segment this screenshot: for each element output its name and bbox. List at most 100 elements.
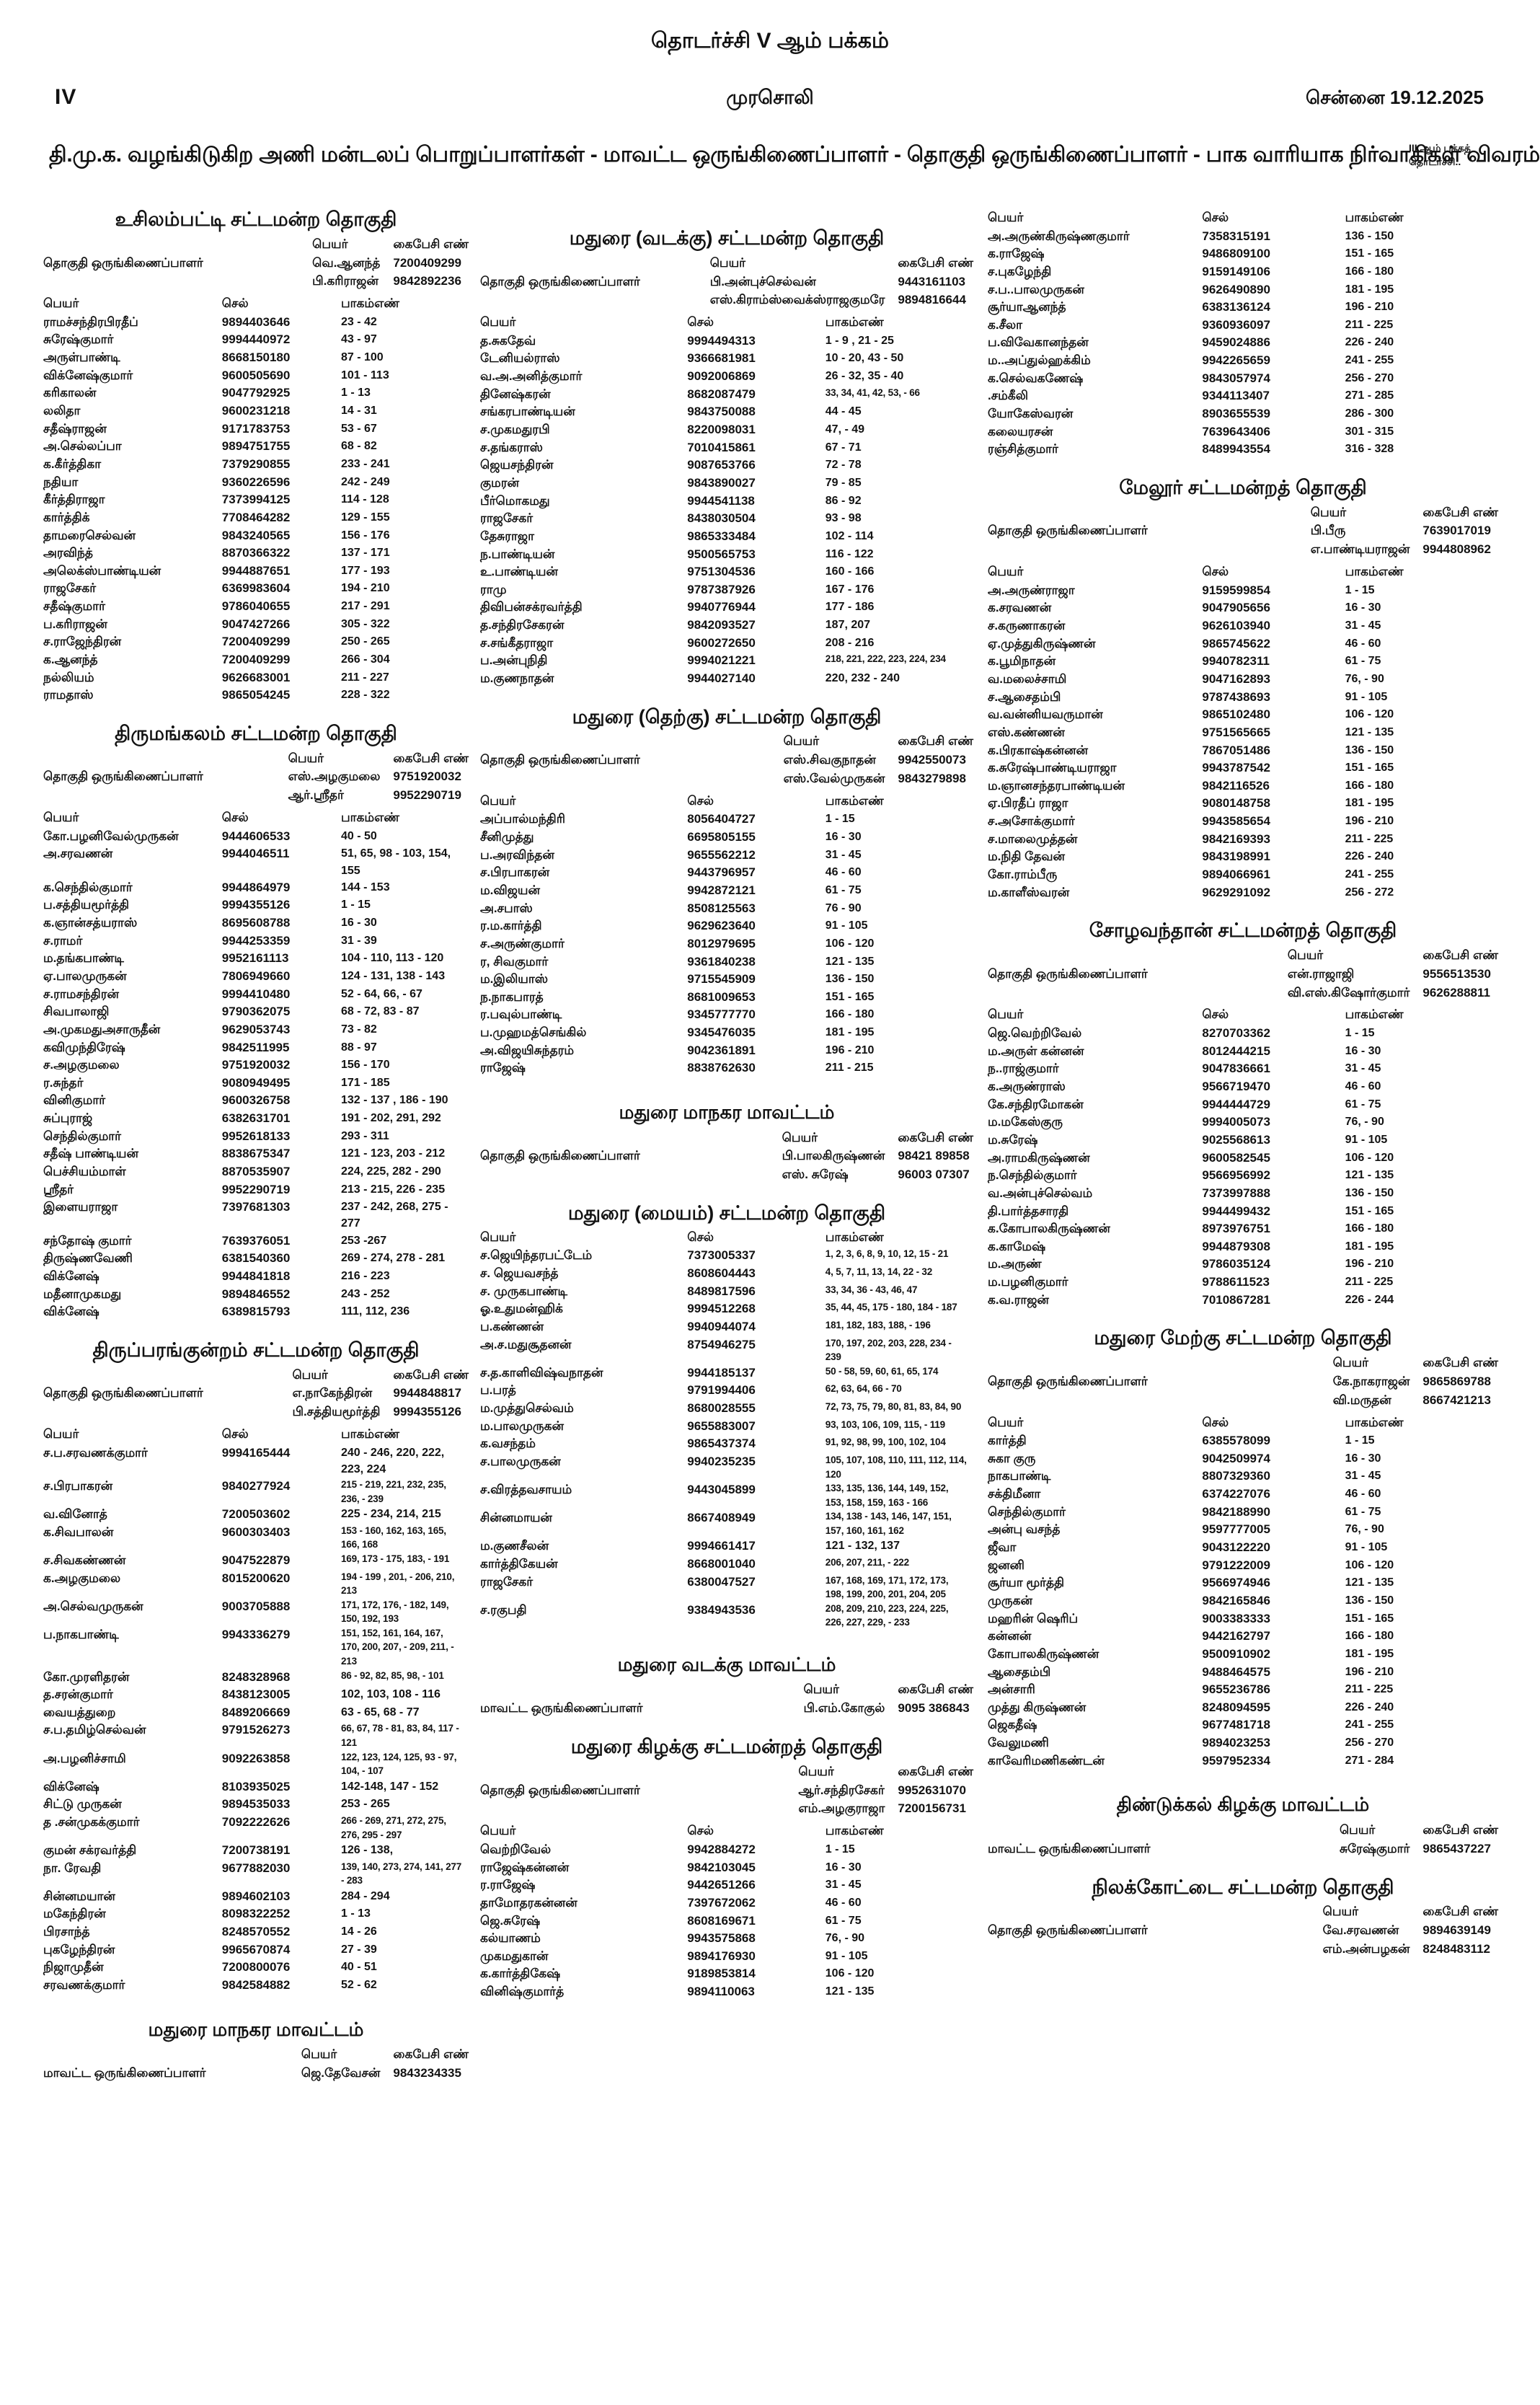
table-row: க.சுரேஷ்பாண்டியராஜா 9943787542 151 - 165 [988,759,1498,777]
table-row: ம.பழனிகுமார் 9788611523 211 - 225 [988,1274,1498,1292]
officers-table: பெயர் செல் பாகம்எண் ச.ஜெயிந்தரபட்டேம் 737300… [480,1229,973,1630]
officer-ward-range: 211 - 225 [1345,1276,1394,1289]
table-row: தேசுராஜா 9865333484 102 - 114 [480,528,973,546]
officer-ward-range: 266 - 304 [340,653,390,666]
officer-name: ஜெயசந்திரன் [480,458,554,472]
officer-phone: 8680028555 [687,1401,756,1416]
column-3: பெயர் செல் பாகம்எண் அ.அருண்கிருஷ்ணகுமார் 735… [981,209,1540,1963]
officer-phone: 9677481718 [1202,1718,1270,1732]
officer-phone: 9042361891 [687,1043,756,1057]
officer-phone: 9965670874 [221,1942,291,1956]
officer-ward-range: 76 - 90 [825,901,862,914]
officer-ward-range: 226 - 240 [1345,336,1394,349]
officer-phone: 9361840238 [687,954,756,968]
officer-ward-range: 240 - 246, 220, 222, 223, 224 [340,1446,445,1475]
table-row: அ.அருண்ராஜா 9159599854 1 - 15 [988,582,1498,600]
district-title: திண்டுக்கல் கிழக்கு மாவட்டம் [1116,1793,1370,1816]
table-row: கார்த்திக் 7708464282 129 - 155 [43,509,469,527]
officer-ward-range: 79 - 85 [825,476,862,489]
officer-name: ச.அசோக்குமார் [988,814,1075,829]
coordinator-role-label [480,769,771,788]
table-row: இளையராஜா 7397681303 237 - 242, 268, 275 - … [43,1199,469,1232]
table-row: ச.ஜெயிந்தரபட்டேம் 7373005337 1, 2, 3, 6, 8… [480,1247,973,1265]
officer-name: க.காமேஷ் [988,1239,1046,1253]
table-row: நாகபாண்டி 8807329360 31 - 45 [988,1468,1498,1486]
coordinator-name: எஸ்.அழகுமலை [288,769,381,784]
officer-ward-range: 106 - 120 [1345,1558,1394,1571]
officer-name: க.கோபாலகிருஷ்ணன் [988,1222,1110,1236]
officer-name: அ.சரவணன் [43,847,113,861]
officer-name: விக்னேஷ்குமார் [43,368,133,382]
officer-name: ராமு [480,582,507,596]
officer-name: கன்னன் [988,1629,1032,1643]
coordinator-role-label: தொகுதி ஒருங்கிணைப்பாளர் [480,753,640,767]
officer-phone: 9994355126 [221,898,291,912]
coordinator-name: எஸ். சுரேஷ் [782,1168,849,1182]
table-row: கன்னன் 9442162797 166 - 180 [988,1628,1498,1646]
officer-phone: 9943575868 [687,1931,756,1946]
officer-ward-range: 169, 173 - 175, 183, - 191 [340,1553,450,1564]
table-row: க.சரவணன் 9047905656 16 - 30 [988,599,1498,617]
officer-ward-range: 104 - 110, 113 - 120 [340,952,444,965]
officer-phone: 9840277924 [221,1479,291,1493]
table-row: அலெக்ஸ்பாண்டியன் 9944887651 177 - 193 [43,562,469,581]
col-header-cell: செல் [221,296,249,311]
table-row: ச. ஜெயவசந்த் 8608604443 4, 5, 7, 11, 13, 1… [480,1265,973,1283]
officer-ward-range: 102 - 114 [825,529,874,542]
masthead: IV முரசொலி சென்னை 19.12.2025 [0,85,1540,114]
officer-name: க.ராஜேஷ் [988,247,1045,261]
table-row: ம.சுரேஷ் 9025568613 91 - 105 [988,1131,1498,1149]
table-row: வெற்றிவேல் 9942884272 1 - 15 [480,1841,973,1859]
district-title: மதுரை மாநகர மாவட்டம் [148,2018,364,2040]
officer-phone: 9788611523 [1202,1275,1270,1289]
officer-ward-range: 187, 207 [825,619,871,632]
table-row: அ.பழனிச்சாமி 9092263858 122, 123, 124, 125… [43,1750,469,1778]
officer-ward-range: 76, - 90 [1345,672,1384,685]
officer-phone: 9952161113 [221,951,289,966]
officer-name: தினேஷ்கரன் [480,387,551,401]
coordinator-spacer [43,1366,279,1385]
officer-ward-range: 91 - 105 [1345,1133,1388,1146]
officer-name: கோபாலகிருஷ்ணன் [988,1646,1099,1661]
coordinator-block: பெயர் கைபேசி எண் மாவட்ட ஒருங்கிணைப்பாளர் ஜெ… [43,2045,469,2083]
officer-ward-range: 121 - 132, 137 [825,1540,900,1553]
officer-ward-range: 91, 92, 98, 99, 100, 102, 104 [825,1437,946,1448]
officer-phone: 9626103940 [1202,619,1270,633]
officer-phone: 9944046511 [221,847,290,861]
table-row: ப.நாகபாண்டி 9943336279 151, 152, 161, 164,… [43,1626,469,1669]
table-row: ராமதாஸ் 9865054245 228 - 322 [43,687,469,705]
officer-ward-range: 241 - 255 [1345,868,1394,881]
table-row: த .சன்முகக்குமார் 7092222626 266 - 269, 27… [43,1814,469,1842]
table-row: க.ராஜேஷ் 9486809100 151 - 165 [988,245,1498,263]
officer-name: கே.சந்திரமோகன் [988,1097,1084,1111]
officer-phone: 9047427266 [221,617,291,631]
officer-name: பிரசாந்த் [43,1925,90,1939]
officer-name: ரஞ்சித்குமார் [988,442,1058,456]
coordinator-phone: 96003 07307 [898,1168,970,1182]
officer-ward-range: 31 - 45 [825,1879,862,1892]
officer-phone: 7806949660 [221,968,291,983]
officer-phone: 9597777005 [1202,1522,1270,1537]
officer-ward-range: 142-148, 147 - 152 [340,1780,439,1793]
table-row: பிரசாந்த் 8248570552 14 - 26 [43,1923,469,1941]
officer-name: ஸ்ரீதர் [43,1182,74,1196]
table-row: அருள்பாண்டி 8668150180 87 - 100 [43,349,469,367]
table-row: ம.பாலமுருகன் 9655883007 93, 103, 106, 109,… [480,1418,973,1436]
table-row: க.பூமிநாதன் 9940782311 61 - 75 [988,653,1498,671]
table-row: க.கோபாலகிருஷ்ணன் 8973976751 166 - 180 [988,1220,1498,1238]
table-row: ம..அப்துல்ஹக்கிம் 9942265659 241 - 255 [988,352,1498,370]
table-row: பெச்சியம்மாள் 8870535907 224, 225, 282 - 2… [43,1163,469,1181]
table-row: க.ஞான்சத்யராஸ் 8695608788 16 - 30 [43,914,469,932]
col-header-name: பெயர் [988,1007,1024,1022]
officers-table: பெயர் செல் பாகம்எண் கோ.பழனிவேல்முருகன் 94446… [43,809,469,1321]
officer-ward-range: 91 - 105 [1345,690,1388,703]
officer-name: கரிகாலன் [43,386,97,400]
coordinator-name-header: பெயர் [709,255,746,270]
officer-phone: 9865333484 [687,529,756,543]
coordinator-name-header: பெயர் [1310,505,1347,519]
coordinator-mobile-header: கைபேசி எண் [898,1764,973,1778]
officer-name: ச.புகழேந்தி [988,264,1052,278]
officer-name: அன்பு வசந்த் [988,1522,1061,1537]
officer-phone: 6389815793 [221,1305,291,1319]
table-row: ச.ப.தமிழ்செல்வன் 9791526273 66, 67, 78 - 8… [43,1721,469,1749]
